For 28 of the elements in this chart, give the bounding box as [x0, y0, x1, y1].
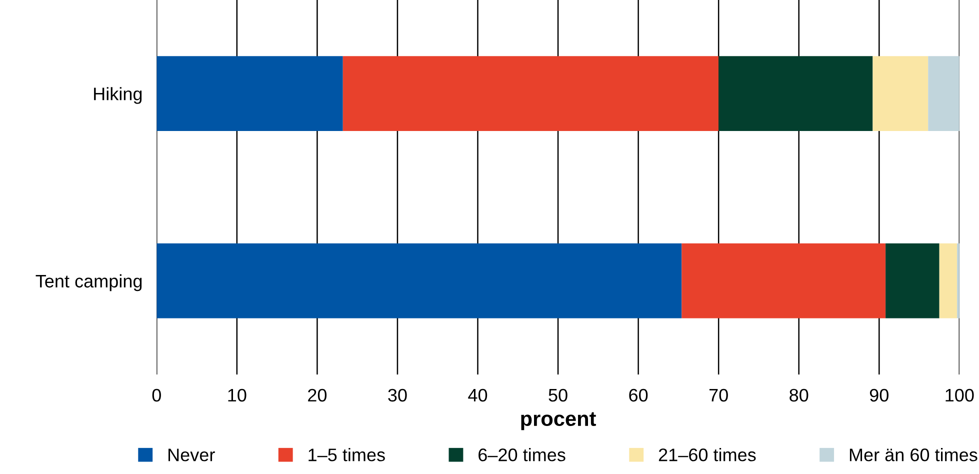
legend-label: Mer än 60 times [850, 448, 978, 462]
x-tick-label: 100 [946, 388, 974, 402]
bar [156, 56, 343, 132]
bar [886, 243, 940, 318]
legend-label: 6–20 times [478, 448, 566, 462]
legend-label: Never [168, 448, 215, 462]
y-tick-label: Hiking [94, 87, 142, 104]
x-tick-label: 10 [228, 388, 246, 402]
bar [939, 243, 958, 318]
x-tick-label: 90 [870, 388, 888, 402]
bar [682, 243, 886, 318]
x-tick-label: 50 [548, 388, 568, 402]
bar [156, 243, 682, 318]
x-tick-label: 80 [790, 388, 808, 402]
y-tick-label: Tent camping [36, 274, 142, 292]
x-axis-title: procent [521, 412, 596, 430]
legend-label: 1–5 times [308, 448, 385, 462]
x-tick-label: 40 [468, 388, 488, 402]
x-tick-label: 0 [152, 388, 161, 402]
x-tick-label: 30 [388, 388, 407, 402]
bar [872, 56, 928, 132]
legend-label: 21–60 times [658, 448, 756, 462]
bar [928, 56, 960, 132]
x-tick-label: 60 [629, 388, 648, 402]
x-tick-label: 20 [308, 388, 327, 402]
x-tick-label: 70 [709, 388, 728, 402]
bar [342, 56, 719, 132]
bar [718, 56, 873, 132]
